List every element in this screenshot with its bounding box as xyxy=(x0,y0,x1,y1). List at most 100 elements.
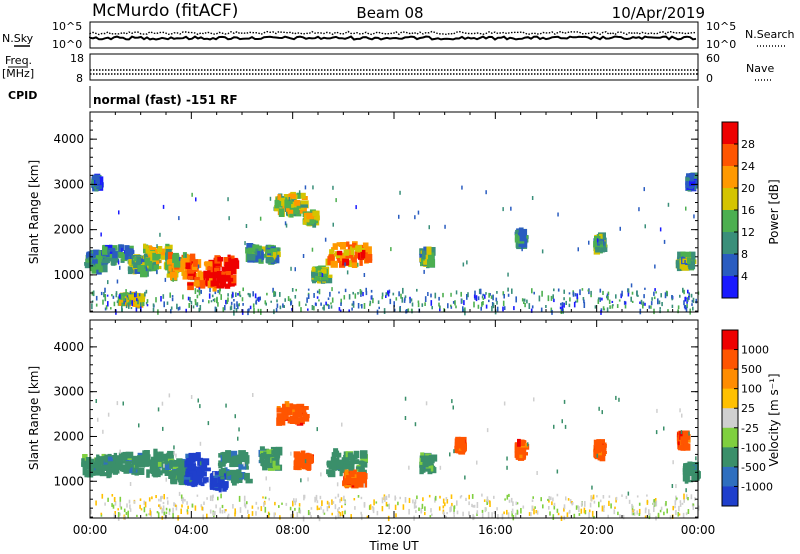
cpid-label: CPID xyxy=(8,89,37,102)
data-pixel xyxy=(563,504,566,510)
data-pixel xyxy=(456,510,459,515)
data-pixel xyxy=(311,271,317,278)
data-pixel xyxy=(197,264,200,269)
data-pixel xyxy=(521,242,528,248)
data-pixel xyxy=(187,296,190,301)
data-pixel xyxy=(289,298,292,302)
data-pixel xyxy=(557,288,560,292)
data-pixel xyxy=(343,295,346,300)
data-pixel xyxy=(300,200,309,209)
data-pixel xyxy=(244,503,247,509)
data-pixel xyxy=(129,504,131,509)
data-pixel xyxy=(178,491,181,496)
data-pixel xyxy=(581,501,583,505)
data-pixel xyxy=(113,513,116,519)
data-pixel xyxy=(191,192,193,197)
data-pixel xyxy=(485,190,487,195)
data-pixel xyxy=(183,480,190,485)
data-pixel xyxy=(306,297,308,303)
data-pixel xyxy=(220,493,222,499)
data-pixel xyxy=(144,501,147,508)
data-pixel xyxy=(482,301,484,306)
data-pixel xyxy=(608,495,611,498)
data-pixel xyxy=(518,439,525,446)
data-pixel xyxy=(242,287,244,292)
data-pixel xyxy=(532,496,534,499)
y-tick-label: 3000 xyxy=(53,177,84,191)
data-cluster xyxy=(593,232,608,255)
data-pixel xyxy=(211,294,214,298)
data-pixel xyxy=(594,305,597,309)
data-pixel xyxy=(117,512,120,518)
data-pixel xyxy=(336,258,341,263)
data-pixel xyxy=(320,506,322,510)
data-pixel xyxy=(135,307,138,312)
data-pixel xyxy=(214,306,217,312)
data-pixel xyxy=(557,212,559,217)
data-pixel xyxy=(100,456,104,464)
beam-title: Beam 08 xyxy=(356,4,423,22)
data-pixel xyxy=(222,307,225,313)
data-pixel xyxy=(627,288,630,293)
data-pixel xyxy=(116,279,119,284)
data-pixel xyxy=(339,515,341,518)
data-pixel xyxy=(459,496,462,499)
colorbar-tick-label: -1000 xyxy=(741,480,773,493)
data-pixel xyxy=(201,506,203,511)
data-pixel xyxy=(685,474,690,478)
data-pixel xyxy=(192,259,198,267)
data-pixel xyxy=(569,297,571,302)
data-pixel xyxy=(394,504,397,510)
data-pixel xyxy=(479,288,482,295)
data-pixel xyxy=(203,270,208,279)
data-pixel xyxy=(163,301,165,308)
data-pixel xyxy=(657,298,659,305)
data-pixel xyxy=(174,503,176,507)
data-pixel xyxy=(563,399,566,404)
noise-right-tick-high: 10^5 xyxy=(706,20,736,33)
data-pixel xyxy=(110,307,112,310)
data-pixel xyxy=(149,247,157,251)
data-pixel xyxy=(599,288,602,293)
data-pixel xyxy=(331,297,334,303)
data-pixel xyxy=(561,302,564,308)
noise-right-tick-low: 10^0 xyxy=(706,38,736,51)
data-pixel xyxy=(353,450,360,459)
data-pixel xyxy=(173,463,179,472)
data-pixel xyxy=(486,496,489,501)
data-pixel xyxy=(214,291,217,295)
data-pixel xyxy=(588,512,590,518)
data-pixel xyxy=(286,211,288,216)
data-pixel xyxy=(394,497,397,500)
data-pixel xyxy=(277,414,283,423)
data-pixel xyxy=(496,300,498,305)
data-pixel xyxy=(682,468,691,475)
data-pixel xyxy=(99,472,108,477)
data-pixel xyxy=(687,497,689,501)
data-pixel xyxy=(85,462,94,466)
y-tick-label: 4000 xyxy=(53,132,84,146)
data-pixel xyxy=(428,494,431,498)
data-pixel xyxy=(595,246,603,253)
data-pixel xyxy=(211,497,214,502)
data-pixel xyxy=(369,504,372,510)
data-pixel xyxy=(318,507,320,510)
data-pixel xyxy=(563,289,565,294)
data-pixel xyxy=(517,438,521,447)
data-pixel xyxy=(685,177,689,182)
data-pixel xyxy=(640,299,643,305)
data-pixel xyxy=(118,452,123,460)
data-pixel xyxy=(247,254,256,261)
data-pixel xyxy=(650,301,653,306)
data-pixel xyxy=(236,459,243,467)
data-pixel xyxy=(663,511,665,516)
data-pixel xyxy=(273,512,276,518)
data-pixel xyxy=(178,462,184,469)
data-pixel xyxy=(210,280,215,287)
data-pixel xyxy=(594,445,602,450)
data-pixel xyxy=(574,293,577,297)
data-pixel xyxy=(548,496,550,501)
data-pixel xyxy=(157,461,162,467)
freq-right-tick-low: 0 xyxy=(706,72,713,85)
